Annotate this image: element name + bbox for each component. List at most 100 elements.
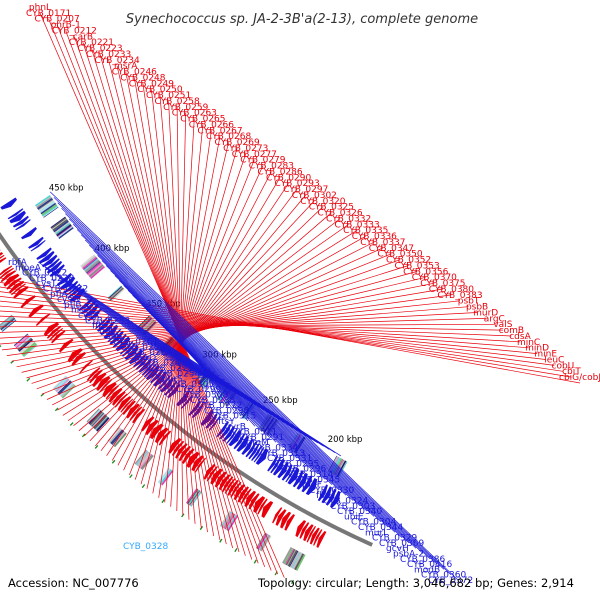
map-title: Synechococcus sp. JA-2-3B'a(2-13), compl… bbox=[126, 12, 478, 27]
forward-cds-arrow bbox=[108, 387, 123, 403]
tick-label: 200 kbp bbox=[328, 435, 363, 445]
reverse-leader-line bbox=[93, 250, 382, 522]
reverse-cds-arrow bbox=[226, 428, 238, 444]
forward-gene-label: CYB_0212 bbox=[52, 27, 97, 37]
rna-marker bbox=[111, 459, 116, 464]
tick-label: 250 kbp bbox=[263, 396, 298, 406]
forward-gene-label: leuC bbox=[544, 355, 564, 365]
reverse-cds-arrow bbox=[325, 488, 337, 506]
forward-cds-arrow bbox=[0, 254, 5, 259]
forward-gene-label: murD bbox=[473, 308, 498, 318]
feature-block bbox=[96, 417, 110, 432]
feature-block bbox=[1, 319, 17, 332]
forward-gene-label: cbiG/cobJ bbox=[559, 373, 600, 383]
feature-block bbox=[18, 338, 33, 352]
feature-block bbox=[35, 195, 51, 207]
feature-block bbox=[62, 385, 76, 399]
forward-gene-label: CYB_0325 bbox=[309, 203, 354, 213]
forward-leader-line bbox=[176, 106, 184, 516]
reverse-cds-arrow bbox=[248, 443, 260, 460]
forward-leader-line bbox=[125, 71, 221, 541]
reverse-cds-arrow bbox=[245, 441, 257, 458]
reverse-cds-arrow bbox=[208, 415, 221, 431]
rna-marker bbox=[234, 548, 238, 553]
forward-gene-label: CYB_0332 bbox=[326, 214, 371, 224]
forward-cds-arrow bbox=[227, 479, 239, 496]
forward-cds-arrow bbox=[214, 471, 227, 488]
reverse-gene-label: ubiE bbox=[344, 512, 364, 522]
reverse-gene-label: CYB_0305 bbox=[169, 380, 214, 390]
rna-marker bbox=[199, 526, 204, 531]
forward-gene-labels: phnLCYB_0171CYB_0207phrB-1CYB_0212carBCY… bbox=[0, 3, 600, 578]
forward-gene-label: CYB_0302 bbox=[292, 191, 337, 201]
reverse-leader-line bbox=[136, 299, 312, 469]
reverse-gene-label: CYB_0340 bbox=[337, 507, 382, 517]
forward-gene-label: argC bbox=[484, 314, 505, 324]
reverse-cds-arrow bbox=[153, 371, 168, 387]
feature-block bbox=[53, 220, 69, 233]
feature-block bbox=[58, 227, 74, 239]
feature-block bbox=[140, 454, 153, 470]
feature-block bbox=[87, 409, 101, 424]
forward-gene-label: CYB_0286 bbox=[257, 167, 302, 177]
forward-cds-arrow bbox=[92, 372, 107, 388]
forward-gene-label: CYB_0320 bbox=[300, 197, 345, 207]
feature-block bbox=[221, 512, 233, 528]
forward-leader-line bbox=[108, 59, 233, 549]
feature-block bbox=[40, 202, 57, 215]
forward-leader-line bbox=[0, 282, 572, 378]
feature-block bbox=[56, 379, 71, 393]
reverse-cds-arrow bbox=[255, 448, 268, 465]
rna-marker bbox=[54, 407, 59, 412]
feature-block bbox=[15, 334, 30, 348]
reverse-gene-label: CYB_0298 bbox=[204, 406, 249, 416]
reverse-gene-label: murI bbox=[365, 528, 386, 538]
reverse-cds-arrow bbox=[0, 197, 18, 210]
reverse-cds-arrow bbox=[287, 467, 300, 485]
reverse-gene-label: CYB_0264 bbox=[127, 348, 172, 358]
forward-gene-label: CYB_0347 bbox=[369, 244, 414, 254]
forward-gene-label: CYB_0333 bbox=[334, 220, 379, 230]
feature-block bbox=[42, 205, 58, 217]
feature-block bbox=[82, 256, 98, 270]
feature-block bbox=[285, 549, 296, 566]
forward-gene-label: comB bbox=[499, 326, 524, 336]
feature-block bbox=[141, 455, 154, 470]
reverse-cds-arrow bbox=[112, 333, 127, 348]
forward-leader-line bbox=[116, 65, 227, 545]
feature-block bbox=[50, 216, 66, 228]
reverse-cds-arrow bbox=[222, 426, 235, 442]
forward-cds-arrow bbox=[86, 367, 101, 381]
feature-block bbox=[23, 344, 38, 358]
reverse-gene-label: CYB_0313 bbox=[260, 449, 305, 459]
forward-leader-line bbox=[100, 188, 298, 452]
forward-leader-line bbox=[151, 89, 202, 529]
reverse-cds-arrow bbox=[200, 409, 214, 426]
feature-block bbox=[95, 416, 108, 430]
feature-block bbox=[86, 408, 100, 423]
reverse-cds-arrow bbox=[38, 250, 55, 264]
reverse-cds-arrow bbox=[30, 240, 46, 252]
rna-marker bbox=[141, 484, 146, 489]
forward-gene-label: CYB_0277 bbox=[232, 150, 277, 160]
feature-block bbox=[292, 552, 302, 569]
tick-label: 450 kbp bbox=[49, 184, 84, 194]
reverse-cds-arrow bbox=[81, 300, 96, 315]
reverse-gene-label: CYB_0228 bbox=[29, 274, 74, 284]
forward-gene-label: CYB_0283 bbox=[249, 162, 294, 172]
reverse-gene-label: ndk bbox=[99, 327, 116, 337]
reverse-gene-label: CYB_0369 bbox=[379, 539, 424, 549]
reverse-cds-arrow bbox=[285, 466, 296, 483]
forward-gene-label: CYB_0336 bbox=[352, 232, 397, 242]
forward-gene-label: carB bbox=[73, 32, 93, 42]
forward-gene-label: cbiT bbox=[562, 367, 581, 377]
reverse-gene-label: CYB_0303 bbox=[330, 502, 375, 512]
reverse-leader-line bbox=[49, 191, 459, 581]
reverse-gene-label: moeA bbox=[15, 263, 42, 273]
forward-gene-label: CYB_0297 bbox=[283, 185, 328, 195]
forward-gene-label: CYB_0383 bbox=[437, 291, 482, 301]
forward-cds-arrow bbox=[210, 468, 223, 485]
reverse-cds-arrow bbox=[78, 297, 93, 312]
feature-block bbox=[186, 488, 198, 504]
forward-cds-arrow bbox=[272, 507, 283, 524]
